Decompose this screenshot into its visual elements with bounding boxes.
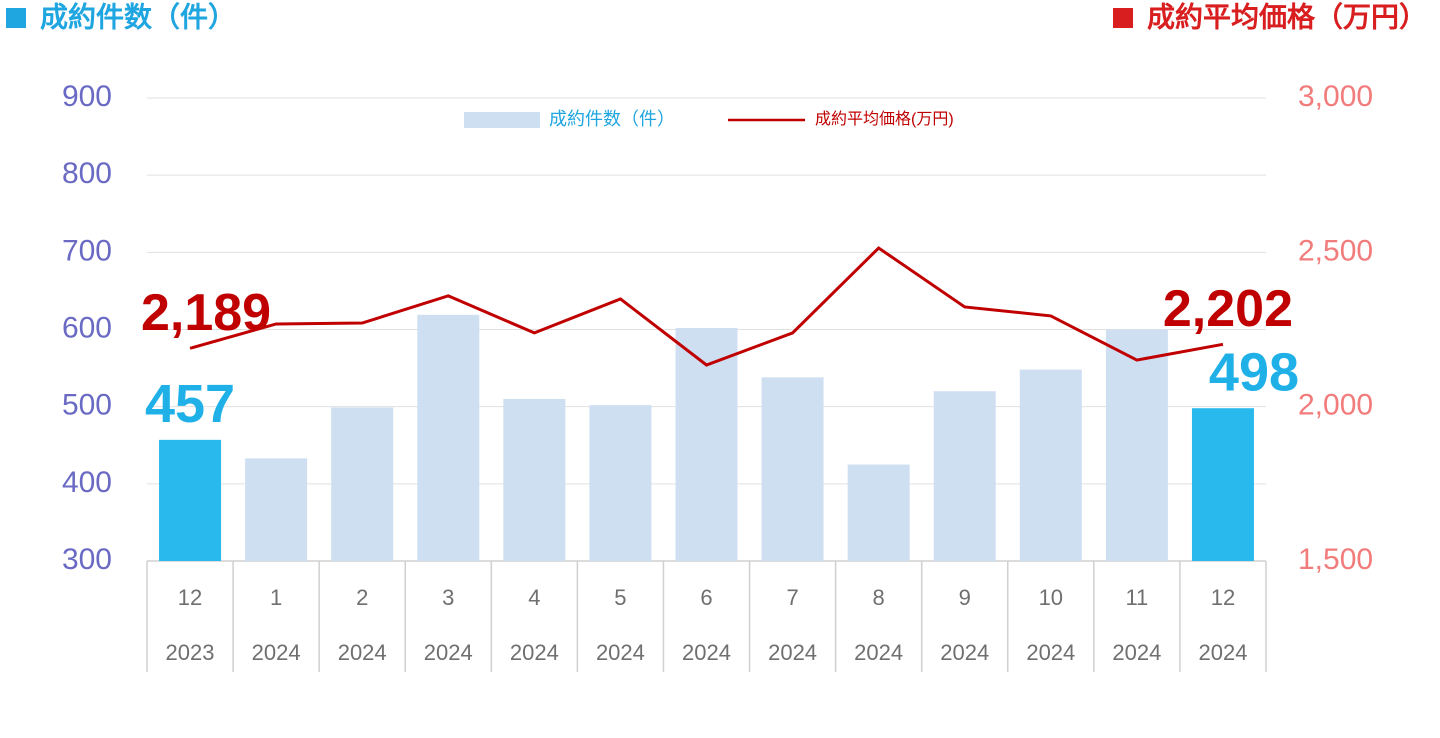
x-tick-year: 2024 [1112, 640, 1161, 665]
x-tick-year: 2024 [338, 640, 387, 665]
x-tick-label: 5 [614, 585, 626, 610]
x-tick-year: 2024 [768, 640, 817, 665]
x-tick-label: 12 [178, 585, 202, 610]
title-marker [6, 8, 26, 28]
x-tick-year: 2024 [252, 640, 301, 665]
legend-swatch [464, 112, 540, 128]
y-tick-label: 900 [62, 80, 112, 113]
x-tick-label: 6 [700, 585, 712, 610]
x-tick-label: 11 [1125, 585, 1148, 610]
x-tick-year: 2024 [682, 640, 731, 665]
bar [933, 391, 996, 561]
right-title: 成約平均価格（万円） [1147, 0, 1427, 32]
y2-tick-label: 2,000 [1298, 389, 1373, 422]
bar [159, 439, 222, 561]
bar [675, 327, 738, 561]
y2-tick-label: 2,500 [1298, 234, 1373, 267]
bar [847, 464, 910, 561]
bar [245, 458, 308, 561]
data-label: 457 [145, 374, 235, 434]
x-tick-label: 1 [270, 585, 282, 610]
x-tick-label: 3 [442, 585, 454, 610]
x-tick-label: 10 [1039, 585, 1063, 610]
x-tick-label: 8 [873, 585, 885, 610]
data-label: 2,202 [1163, 280, 1293, 338]
x-tick-year: 2024 [596, 640, 645, 665]
bar [1105, 329, 1168, 561]
x-tick-label: 2 [356, 585, 368, 610]
x-tick-year: 2023 [166, 640, 215, 665]
x-tick-year: 2024 [424, 640, 473, 665]
bar [1191, 408, 1254, 561]
legend-label: 成約件数（件） [549, 109, 675, 129]
bar [331, 407, 394, 561]
bar [417, 314, 480, 561]
y-tick-label: 500 [62, 389, 112, 422]
title-marker [1113, 8, 1133, 28]
x-tick-label: 7 [786, 585, 798, 610]
left-title: 成約件数（件） [40, 0, 236, 32]
bar [503, 398, 566, 561]
plot: 300 400 500 600 700 800 900 1,500 2,000 2,500 3,00… [62, 80, 1373, 672]
y2-tick-label: 3,000 [1298, 80, 1373, 113]
x-tick-label: 9 [959, 585, 971, 610]
y-tick-label: 300 [62, 543, 112, 576]
bar [761, 377, 824, 561]
data-label: 2,189 [141, 284, 271, 342]
y-tick-label: 400 [62, 466, 112, 499]
bar [1019, 369, 1082, 561]
x-tick-year: 2024 [1026, 640, 1075, 665]
y-tick-label: 600 [62, 311, 112, 344]
x-tick-label: 4 [528, 585, 540, 610]
line [189, 246, 1224, 367]
y-tick-label: 800 [62, 157, 112, 190]
legend-label: 成約平均価格(万円) [815, 110, 954, 128]
y-tick-label: 700 [62, 234, 112, 267]
x-tick-year: 2024 [1198, 640, 1247, 665]
x-tick-year: 2024 [854, 640, 903, 665]
x-tick-year: 2024 [940, 640, 989, 665]
x-tick-year: 2024 [510, 640, 559, 665]
y2-tick-label: 1,500 [1298, 543, 1373, 576]
x-tick-label: 12 [1211, 585, 1235, 610]
bar [589, 405, 652, 561]
data-label: 498 [1209, 342, 1299, 402]
